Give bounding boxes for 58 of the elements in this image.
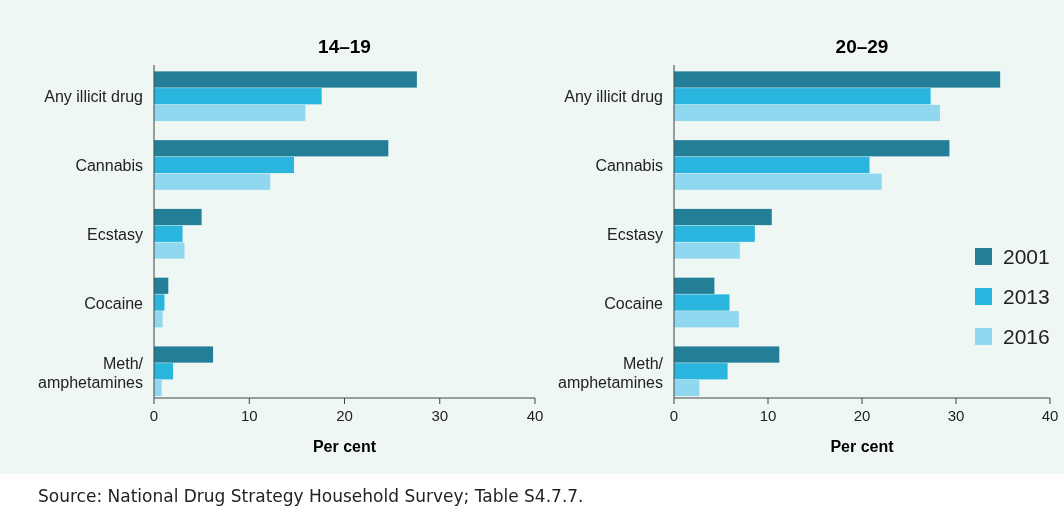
bar (674, 379, 700, 397)
x-tick-label: 30 (431, 407, 449, 424)
y-tick-label: Cocaine (84, 294, 144, 312)
bar (674, 311, 739, 328)
x-tick-label: 20 (336, 407, 353, 424)
bar (674, 71, 1001, 88)
bar (674, 104, 941, 122)
bar (154, 294, 165, 311)
x-axis-title: Per cent (830, 438, 895, 455)
y-tick-label: Meth/amphetamines (558, 354, 664, 391)
bar (154, 173, 271, 190)
bar (154, 71, 417, 88)
x-axis-title: Per cent (312, 438, 377, 455)
bar (674, 225, 755, 242)
y-tick-label: Cannabis (75, 157, 143, 175)
y-tick-label: Cannabis (595, 157, 663, 175)
x-tick-label: 10 (759, 407, 777, 424)
bar (154, 208, 202, 226)
bar (154, 225, 183, 242)
bar (154, 140, 389, 157)
y-tick-label: Any illicit drug (44, 88, 143, 106)
x-tick-label: 40 (1041, 407, 1059, 424)
x-tick-label: 0 (149, 407, 159, 424)
chart-title: 14–19 (318, 36, 371, 57)
y-tick-label: Ecstasy (606, 226, 663, 243)
bar (154, 88, 322, 105)
bar (674, 294, 730, 311)
bar (674, 88, 931, 105)
bar (154, 156, 295, 174)
x-tick-label: 10 (240, 407, 258, 424)
source-note: Source: National Drug Strategy Household Survey; Table S4.7.7. (38, 486, 584, 506)
bar (154, 363, 174, 380)
chart-title: 20–29 (835, 36, 889, 57)
bar (154, 242, 185, 259)
legend-label: 2016 (1003, 325, 1050, 348)
bar (674, 173, 882, 190)
y-tick-label: Any illicit drug (564, 88, 663, 106)
bar (154, 104, 306, 122)
bar (674, 242, 740, 259)
bar (674, 346, 780, 363)
bar (674, 363, 728, 380)
x-tick-label: 20 (853, 407, 871, 424)
bar (154, 311, 163, 328)
x-tick-label: 30 (947, 407, 965, 424)
bar (154, 379, 162, 397)
bar (674, 156, 870, 174)
bar (674, 208, 772, 226)
bar (674, 140, 950, 157)
bar (154, 346, 214, 363)
y-tick-label: Meth/amphetamines (38, 354, 144, 391)
bar (674, 277, 715, 294)
y-tick-label: Ecstasy (86, 226, 143, 243)
legend-label: 2013 (1003, 285, 1050, 308)
x-tick-label: 0 (669, 407, 679, 424)
legend-label: 2001 (1003, 245, 1050, 268)
y-tick-label: Cocaine (604, 294, 664, 312)
x-tick-label: 40 (526, 407, 544, 424)
bar (154, 277, 169, 294)
